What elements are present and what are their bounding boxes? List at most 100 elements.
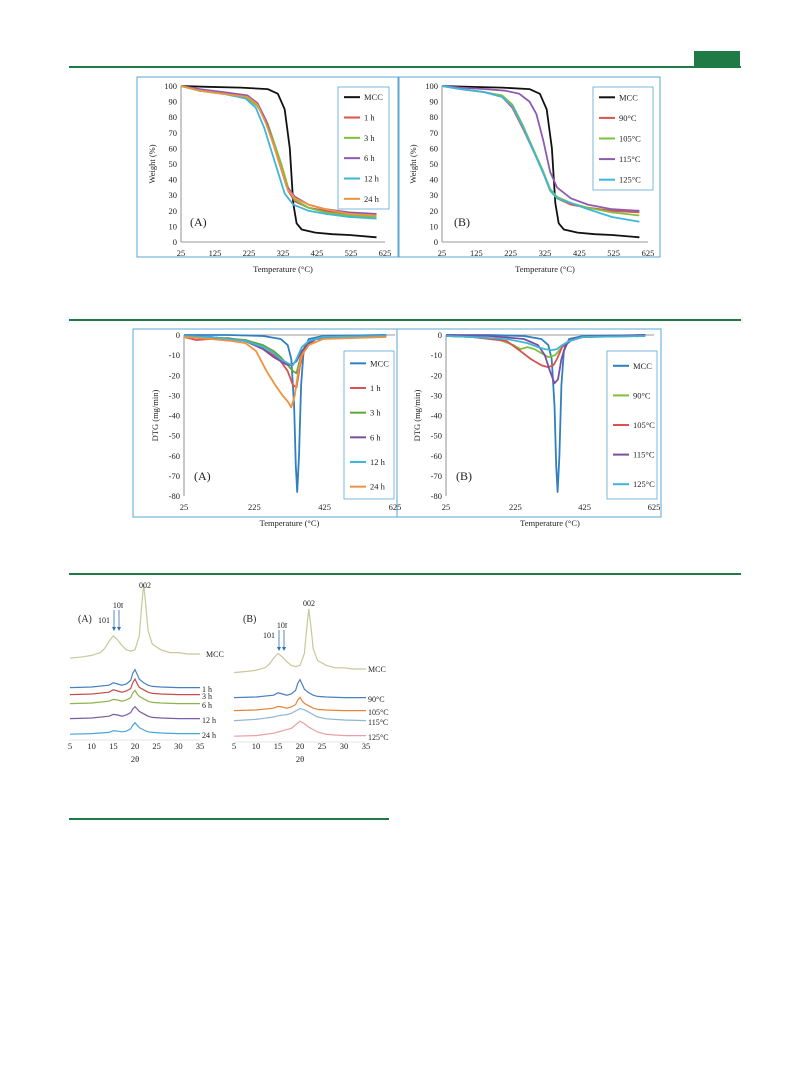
xrd_b-panel-label: (B) [243, 614, 256, 625]
dtg_b-x-tick-label: 625 [648, 502, 661, 512]
tga_b-legend-label: 115°C [619, 154, 641, 164]
xrd_b-x-tick-label: 5 [232, 741, 236, 751]
tga_b-y-tick-label: 0 [434, 237, 438, 247]
xrd_a-series-label: 3 h [202, 692, 212, 701]
dtg_a-panel-label: (A) [194, 469, 211, 483]
xrd_b-peak-label: 10ī [277, 621, 288, 630]
dtg_a-legend-label: 6 h [370, 432, 381, 442]
dtg_b-x-tick-label: 425 [578, 502, 591, 512]
dtg_a-series-line [183, 335, 387, 367]
tga_a-y-tick-label: 100 [164, 81, 177, 91]
tga_b-x-tick-label: 425 [573, 248, 586, 258]
dtg_b-legend-label: 90°C [633, 390, 651, 400]
dtg_a-y-tick-label: -40 [169, 411, 180, 421]
xrd_b-peak-arrow-head [282, 647, 286, 651]
xrd_b-series-line [233, 678, 366, 699]
tga_b-x-axis-label: Temperature (°C) [515, 264, 575, 274]
tga_a-x-axis-label: Temperature (°C) [253, 264, 313, 274]
xrd_a-series-line [69, 583, 200, 659]
xrd_b-x-tick-label: 35 [362, 741, 371, 751]
dtg_b-x-axis-label: Temperature (°C) [520, 518, 580, 528]
dtg_a-y-tick-label: -80 [169, 491, 180, 501]
tga_b-legend-label: 90°C [619, 113, 637, 123]
tga_b-y-tick-label: 20 [430, 206, 439, 216]
xrd_a-panel-label: (A) [78, 614, 92, 625]
xrd_a-series-label: 6 h [202, 701, 212, 710]
xrd_b-peak-arrow-head [277, 647, 281, 651]
xrd_b-x-tick-label: 10 [252, 741, 261, 751]
dtg_b-y-tick-label: -50 [431, 431, 442, 441]
xrd_a-chart: MCC 1 h3 h6 h 12 h 24 h 5 10 15 20 25 30 35 2θ (A) 10… [68, 581, 224, 764]
xrd_a-series-label: 24 h [202, 731, 216, 740]
tga_a-y-tick-label: 20 [169, 206, 178, 216]
tga_b-legend-label: MCC [619, 92, 638, 102]
xrd_a-peak-arrow-head [117, 627, 121, 631]
xrd_a-peak-label: 101 [98, 616, 110, 625]
xrd_a-peak-label: 10ī [113, 601, 124, 610]
tga_a-x-tick-label: 25 [177, 248, 186, 258]
dtg_a-x-axis-label: Temperature (°C) [260, 518, 320, 528]
tga_b-panel-label: (B) [454, 215, 470, 229]
tga_b-y-tick-label: 100 [425, 81, 438, 91]
dtg_a-x-tick-label: 425 [318, 502, 331, 512]
section-rule-3 [69, 818, 389, 820]
tga_b-y-tick-label: 50 [430, 159, 439, 169]
tga_a-y-axis-label: Weight (%) [147, 144, 157, 183]
dtg_a-x-tick-label: 225 [248, 502, 261, 512]
tga_b-y-tick-label: 60 [430, 143, 439, 153]
dtg_b-y-tick-label: -40 [431, 411, 442, 421]
xrd_b-series-label: 115°C [368, 718, 388, 727]
tga_a-x-tick-label: 225 [243, 248, 256, 258]
dtg_b-y-tick-label: -10 [431, 350, 442, 360]
tga_b-y-tick-label: 80 [430, 112, 439, 122]
dtg_b-legend-label: 125°C [633, 479, 655, 489]
dtg_b-y-tick-label: -70 [431, 471, 442, 481]
tga_a-series-line [180, 85, 377, 217]
dtg_a-y-tick-label: -60 [169, 451, 180, 461]
xrd_b-series-label: 105°C [368, 708, 389, 717]
tga_a-y-tick-label: 10 [169, 221, 178, 231]
tga_a-legend-label: 3 h [364, 133, 375, 143]
tga_a-frame [136, 76, 400, 258]
dtg_b-legend-label: 105°C [633, 420, 655, 430]
dtg_b-y-tick-label: -20 [431, 370, 442, 380]
xrd_b-x-tick-label: 20 [296, 741, 305, 751]
dtg_a-legend-label: 12 h [370, 457, 386, 467]
dtg_a-y-tick-label: 0 [176, 330, 180, 340]
dtg_a-series-line [183, 336, 387, 409]
tga_b-x-tick-label: 325 [539, 248, 552, 258]
tga_b-y-tick-label: 10 [430, 221, 439, 231]
xrd_b-x-tick-label: 15 [274, 741, 283, 751]
tga_a-chart: 0 10 20 30 40 50 60 70 80 90 100 25 125 225 325 425 525 6… [136, 76, 400, 274]
xrd_a-series-line [69, 689, 200, 705]
dtg_b-y-tick-label: -60 [431, 451, 442, 461]
xrd_a-series-line [69, 668, 200, 689]
tga_a-y-tick-label: 60 [169, 143, 178, 153]
xrd_a-x-axis-label: 2θ [131, 754, 139, 764]
tga_a-x-tick-label: 625 [379, 248, 392, 258]
dtg_a-y-tick-label: -10 [169, 350, 180, 360]
tga_a-panel-label: (A) [190, 215, 207, 229]
tga_a-legend-label: 1 h [364, 113, 375, 123]
xrd_b-series-line [233, 720, 366, 737]
xrd_b-series-label: MCC [368, 665, 386, 674]
xrd_a-peak-label: 002 [139, 581, 151, 590]
tga_a-y-tick-label: 90 [169, 97, 178, 107]
dtg_b-series-line [445, 335, 646, 351]
xrd_b-peak-label: 101 [263, 631, 275, 640]
xrd_a-x-tick-label: 30 [174, 741, 183, 751]
tga_b-x-tick-label: 525 [607, 248, 620, 258]
tga_a-x-tick-label: 325 [277, 248, 290, 258]
header-tab [694, 51, 740, 67]
dtg_a-legend-label: 3 h [370, 408, 381, 418]
tga_a-x-tick-label: 525 [345, 248, 358, 258]
dtg_b-x-tick-label: 225 [509, 502, 522, 512]
xrd_a-series-line [69, 721, 200, 735]
xrd_a-x-tick-label: 25 [152, 741, 161, 751]
xrd_b-series-label: 90°C [368, 695, 385, 704]
dtg_a-y-tick-label: -50 [169, 431, 180, 441]
tga_a-legend-label: 12 h [364, 174, 380, 184]
